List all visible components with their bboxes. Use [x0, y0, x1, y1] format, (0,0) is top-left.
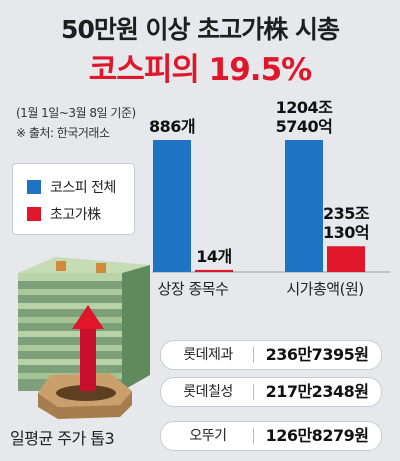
legend-label-expensive: 초고가株 — [50, 207, 101, 223]
top3-caption: 일평균 주가 톱3 — [10, 429, 115, 448]
legend-item-expensive: 초고가株 — [27, 205, 101, 223]
bar — [153, 140, 191, 272]
company-name: 롯데제과 — [183, 347, 233, 363]
top3-item: 롯데칠성 217만2348원 — [160, 377, 382, 407]
divider — [253, 347, 254, 363]
data-label: 130억 — [323, 223, 369, 242]
company-name: 롯데칠성 — [183, 384, 233, 400]
data-label: 14개 — [196, 247, 232, 266]
top3-item: 롯데제과 236만7395원 — [160, 340, 382, 370]
category-label: 상장 종목수 — [158, 280, 229, 298]
period-note: (1월 1일~3월 8일 기준) — [16, 106, 136, 120]
divider — [253, 384, 254, 400]
data-label: 5740억 — [276, 117, 333, 136]
average-price: 236만7395원 — [265, 345, 369, 364]
up-arrow — [72, 305, 104, 391]
bar — [285, 140, 323, 272]
legend-label-kospi: 코스피 전체 — [50, 180, 116, 196]
legend-swatch-kospi — [27, 180, 41, 194]
money-stack-illustration — [18, 257, 150, 419]
cardboard-box — [38, 373, 132, 419]
source-note: ※ 출처: 한국거래소 — [16, 126, 110, 140]
bar — [327, 246, 365, 272]
legend-swatch-expensive — [27, 207, 41, 221]
chart-title: 50만원 이상 초고가株 시총 — [61, 15, 340, 44]
category-label: 시가총액(원) — [286, 280, 363, 298]
data-label: 235조 — [323, 204, 370, 223]
average-price: 126만8279원 — [265, 426, 369, 445]
data-label: 886개 — [149, 117, 195, 136]
average-price: 217만2348원 — [265, 382, 369, 401]
banknote-stack — [18, 257, 150, 391]
company-name: 오뚜기 — [189, 428, 227, 444]
divider — [253, 428, 254, 444]
data-label: 1204조 — [276, 98, 334, 117]
legend-item-kospi: 코스피 전체 — [27, 178, 116, 196]
top3-item: 오뚜기 126만8279원 — [160, 421, 382, 451]
bar — [195, 269, 233, 272]
legend: 코스피 전체 초고가株 — [12, 163, 135, 235]
chart-subtitle: 코스피의 19.5% — [88, 52, 312, 88]
